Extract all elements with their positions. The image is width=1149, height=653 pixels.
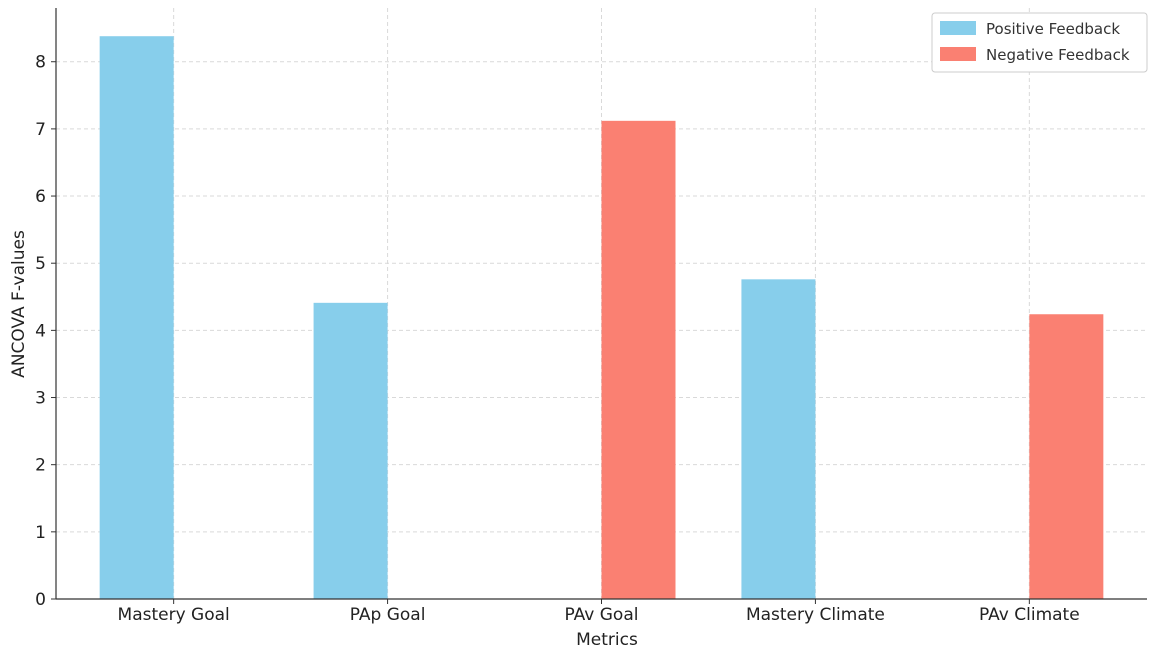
legend-swatch-negative — [940, 47, 976, 61]
x-tick-label: Mastery Climate — [746, 605, 885, 625]
bar-negative — [601, 120, 676, 599]
y-tick-label: 1 — [35, 523, 46, 543]
x-tick-label: Mastery Goal — [118, 605, 230, 625]
bar-positive — [99, 36, 174, 600]
y-tick-label: 8 — [35, 53, 46, 73]
y-tick-label: 5 — [35, 254, 46, 274]
y-axis-label: ANCOVA F-values — [9, 230, 29, 378]
x-axis-label: Metrics — [576, 630, 638, 650]
legend-label-negative: Negative Feedback — [986, 46, 1130, 64]
bar-positive — [741, 279, 816, 599]
x-tick-label: PAv Climate — [979, 605, 1080, 625]
y-tick-label: 3 — [35, 389, 46, 409]
x-tick-label: PAv Goal — [565, 605, 639, 625]
bars — [99, 36, 1104, 600]
x-tick-label: PAp Goal — [350, 605, 426, 625]
y-tick-label: 7 — [35, 120, 46, 140]
legend-frame — [931, 12, 1148, 73]
y-tick-label: 2 — [35, 456, 46, 476]
y-tick-label: 0 — [35, 590, 46, 610]
legend-swatch-positive — [940, 21, 976, 35]
bar-negative — [1029, 314, 1104, 599]
x-tick-labels: Mastery Goal PAp Goal PAv Goal Mastery Clim… — [118, 599, 1080, 625]
legend-label-positive: Positive Feedback — [986, 20, 1120, 38]
y-tick-label: 6 — [35, 187, 46, 207]
legend: Positive Feedback Negative Feedback — [931, 12, 1148, 73]
y-tick-labels: 0 1 2 3 4 5 6 7 8 — [35, 53, 56, 610]
bar-positive — [313, 302, 388, 599]
y-tick-label: 4 — [35, 321, 46, 341]
